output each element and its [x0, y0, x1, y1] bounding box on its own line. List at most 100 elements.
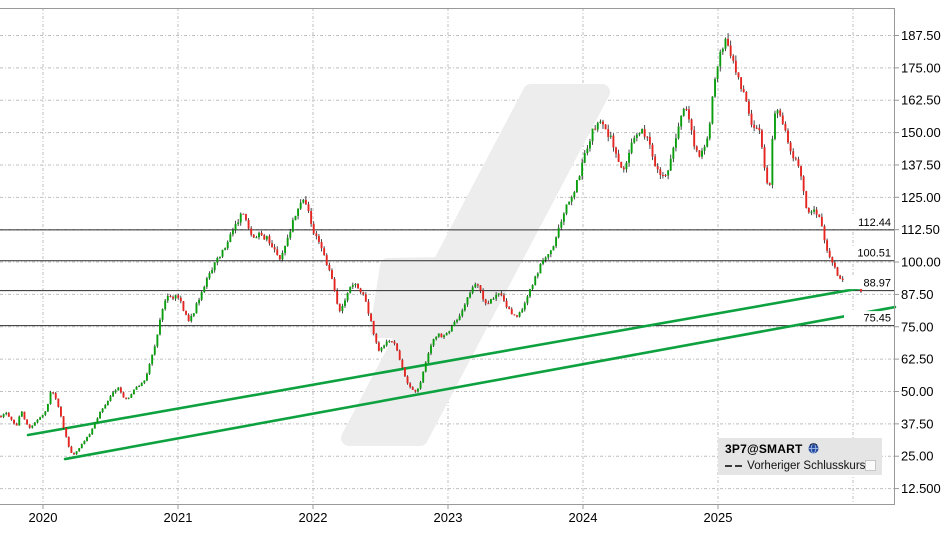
- candle-body: [826, 240, 829, 251]
- candle-body: [198, 299, 201, 304]
- candle-body: [187, 314, 190, 322]
- y-axis-tick-label: 25.00: [901, 449, 934, 464]
- candle-body: [320, 241, 323, 249]
- candle-body: [641, 129, 644, 134]
- candle-body: [169, 295, 172, 297]
- candle-body: [195, 303, 198, 314]
- candle-body: [164, 300, 167, 310]
- candle-body: [771, 138, 774, 185]
- candle-body: [302, 199, 305, 203]
- candle-body: [445, 332, 448, 336]
- candle-body: [602, 121, 604, 125]
- candle-body: [440, 333, 443, 338]
- candle-body: [456, 320, 458, 322]
- candle-body: [688, 109, 690, 120]
- candle-body: [310, 210, 313, 224]
- candle-body: [630, 142, 633, 153]
- candle-body: [596, 122, 599, 130]
- candle-body: [742, 89, 745, 93]
- candle-body: [680, 115, 683, 127]
- candle-body: [802, 176, 805, 192]
- trendline-lower[interactable]: [63, 305, 897, 461]
- candle-body: [698, 150, 701, 157]
- candle-body: [0, 416, 2, 418]
- candle-body: [130, 394, 133, 398]
- globe-icon: [808, 443, 819, 454]
- candle-body: [398, 350, 401, 360]
- candle-body: [820, 216, 823, 227]
- candle-body: [364, 294, 367, 302]
- candle-body: [325, 255, 328, 265]
- candle-body: [763, 147, 766, 168]
- candle-body: [106, 400, 109, 406]
- candle-body: [312, 223, 315, 234]
- legend-box[interactable]: 3P7@SMART Vorheriger Schlusskurs: [718, 438, 882, 475]
- candle-body: [237, 222, 240, 225]
- candle-body: [677, 126, 680, 139]
- candle-body: [737, 72, 740, 78]
- candle-body: [633, 137, 636, 143]
- candle-body: [581, 162, 584, 177]
- candle-body: [231, 230, 234, 235]
- candle-body: [357, 283, 359, 289]
- candle-body: [529, 288, 531, 297]
- candle-body: [573, 192, 576, 198]
- candle-body: [776, 110, 779, 114]
- price-hline-label: 100.51: [857, 248, 891, 260]
- candle-body: [260, 232, 263, 236]
- candle-body: [182, 301, 185, 311]
- candle-body: [539, 263, 542, 274]
- candle-body: [396, 343, 399, 351]
- candle-body: [828, 250, 831, 258]
- candle-body: [787, 130, 789, 143]
- candle-body: [800, 166, 802, 177]
- candle-body: [151, 354, 154, 365]
- candle-body: [570, 197, 573, 202]
- candle-body: [159, 319, 161, 335]
- candle-body: [414, 389, 417, 392]
- legend-checkbox[interactable]: [865, 460, 876, 471]
- candle-body: [119, 387, 122, 393]
- candle-body: [430, 345, 432, 354]
- candle-body: [41, 414, 44, 418]
- candle-body: [620, 161, 623, 168]
- candle-body: [635, 134, 638, 138]
- candle-body: [112, 392, 115, 397]
- candle-body: [807, 208, 810, 213]
- candle-body: [211, 270, 214, 274]
- candle-body: [815, 209, 818, 215]
- candle-body: [833, 262, 836, 268]
- candle-body: [500, 293, 503, 296]
- candle-body: [693, 130, 696, 147]
- candle-body: [740, 77, 743, 90]
- candle-body: [83, 440, 86, 445]
- legend-series-row: Vorheriger Schlusskurs: [725, 458, 876, 473]
- candle-body: [568, 201, 571, 205]
- candle-body: [143, 380, 146, 383]
- candle-body: [255, 237, 258, 239]
- candle-body: [91, 428, 94, 435]
- candle-body: [380, 347, 383, 351]
- candle-body: [190, 315, 193, 322]
- candle-body: [286, 237, 289, 246]
- candle-body: [432, 339, 435, 346]
- candle-body: [114, 390, 117, 393]
- candle-body: [669, 158, 672, 171]
- previous-close-label: Vorheriger Schlusskurs: [747, 459, 866, 472]
- candle-body: [362, 292, 365, 295]
- candle-body: [643, 129, 646, 137]
- candle-body: [583, 152, 586, 163]
- candle-body: [15, 423, 18, 426]
- candle-body: [239, 213, 242, 223]
- candle-body: [13, 419, 15, 424]
- candle-body: [513, 314, 516, 316]
- candle-body: [224, 248, 227, 250]
- candle-body: [792, 151, 795, 159]
- y-axis-tick-label: 62.50: [901, 352, 934, 367]
- y-axis-tick-label: 87.50: [901, 287, 934, 302]
- plot-border: [0, 8, 895, 505]
- y-axis-tick-label: 50.00: [901, 384, 934, 399]
- candle-body: [377, 342, 380, 351]
- trendline-upper[interactable]: [26, 286, 864, 437]
